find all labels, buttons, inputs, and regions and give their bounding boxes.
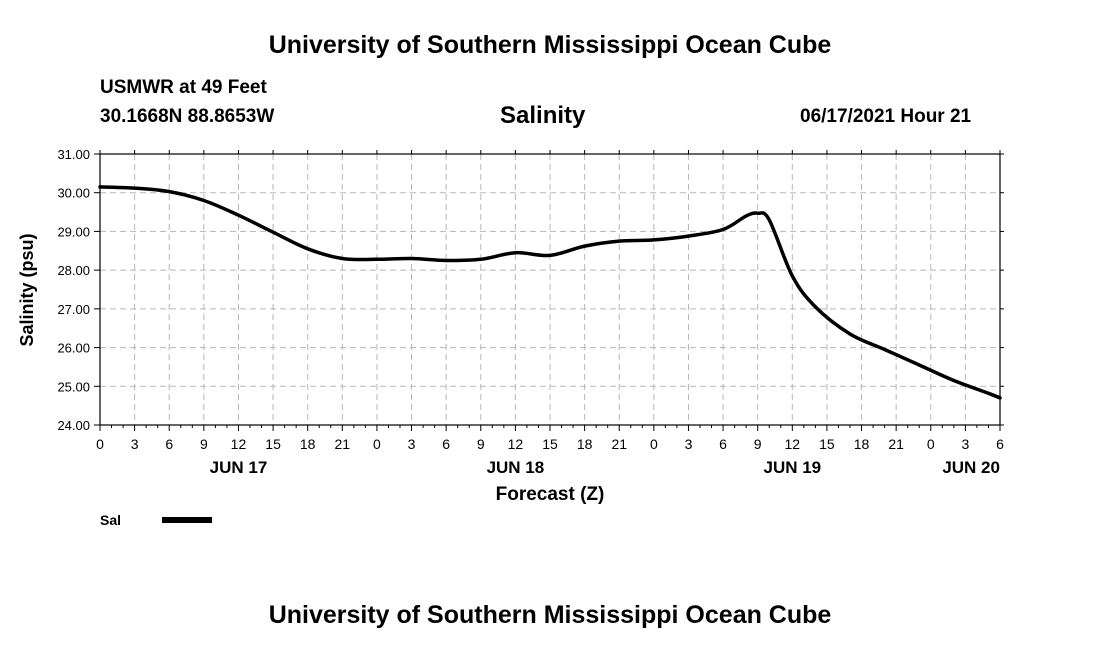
x-tick-label: 18 bbox=[577, 436, 593, 452]
x-tick-label: 12 bbox=[508, 436, 524, 452]
date-label: JUN 18 bbox=[487, 458, 545, 477]
date-label: JUN 19 bbox=[763, 458, 821, 477]
y-tick-label: 31.00 bbox=[57, 147, 90, 162]
x-tick-label: 21 bbox=[335, 436, 351, 452]
x-tick-label: 0 bbox=[96, 436, 104, 452]
plot-frame bbox=[99, 153, 1001, 426]
x-tick-label: 6 bbox=[165, 436, 173, 452]
station-coordinates: 30.1668N 88.8653W bbox=[100, 106, 275, 127]
x-tick-label: 3 bbox=[961, 436, 969, 452]
x-tick-label: 9 bbox=[477, 436, 485, 452]
chart-title-top: University of Southern Mississippi Ocean… bbox=[268, 31, 832, 59]
x-tick-label: 18 bbox=[854, 436, 870, 452]
x-tick-label: 12 bbox=[785, 436, 801, 452]
x-tick-label: 9 bbox=[200, 436, 208, 452]
x-tick-label: 6 bbox=[442, 436, 450, 452]
legend-swatch bbox=[162, 517, 212, 523]
x-tick-label: 6 bbox=[996, 436, 1004, 452]
x-tick-label: 12 bbox=[231, 436, 247, 452]
x-tick-label: 0 bbox=[650, 436, 658, 452]
x-tick-label: 3 bbox=[408, 436, 416, 452]
series-line-sal bbox=[98, 185, 1002, 400]
y-tick-label: 28.00 bbox=[57, 263, 90, 278]
x-tick-label: 15 bbox=[819, 436, 835, 452]
y-tick-label: 26.00 bbox=[57, 341, 90, 356]
x-tick-label: 0 bbox=[927, 436, 935, 452]
y-tick-label: 29.00 bbox=[57, 224, 90, 239]
chart-title-bottom: University of Southern Mississippi Ocean… bbox=[268, 601, 832, 629]
y-axis-label: Salinity (psu) bbox=[17, 233, 37, 346]
x-tick-label: 18 bbox=[300, 436, 316, 452]
x-tick-label: 0 bbox=[373, 436, 381, 452]
x-tick-label: 3 bbox=[685, 436, 693, 452]
y-tick-label: 30.00 bbox=[57, 186, 90, 201]
x-tick-label: 15 bbox=[265, 436, 281, 452]
y-tick-label: 24.00 bbox=[57, 418, 90, 433]
x-axis-label: Forecast (Z) bbox=[496, 484, 605, 505]
x-tick-label: 21 bbox=[888, 436, 904, 452]
legend-label: Sal bbox=[100, 512, 121, 528]
x-tick-label: 21 bbox=[611, 436, 627, 452]
x-tick-label: 6 bbox=[719, 436, 727, 452]
x-tick-label: 3 bbox=[131, 436, 139, 452]
x-tick-label: 15 bbox=[542, 436, 558, 452]
forecast-datetime: 06/17/2021 Hour 21 bbox=[800, 106, 972, 127]
y-tick-label: 27.00 bbox=[57, 302, 90, 317]
variable-title: Salinity bbox=[500, 102, 586, 129]
x-tick-label: 9 bbox=[754, 436, 762, 452]
station-name: USMWR at 49 Feet bbox=[100, 77, 267, 98]
date-label: JUN 17 bbox=[210, 458, 268, 477]
date-label: JUN 20 bbox=[942, 458, 1000, 477]
y-tick-label: 25.00 bbox=[57, 379, 90, 394]
